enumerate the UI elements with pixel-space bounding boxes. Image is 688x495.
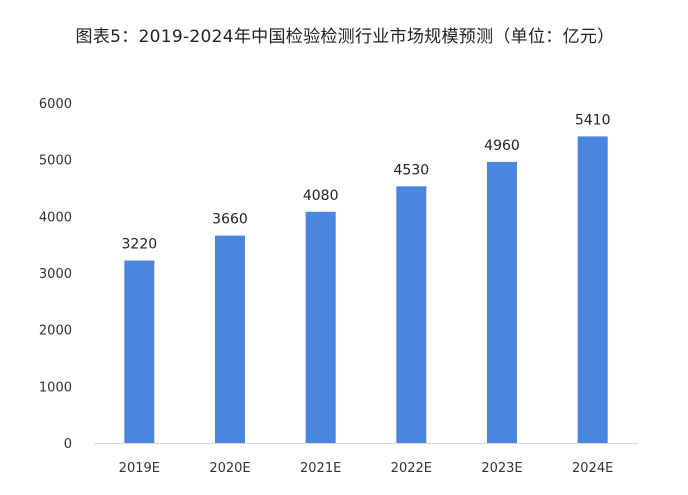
y-tick-label: 6000 [39,97,72,112]
bar-2021E [305,211,336,443]
y-tick-label: 4000 [39,210,72,225]
y-tick-label: 5000 [39,154,72,169]
data-label: 4530 [394,162,430,178]
data-label: 4960 [484,138,520,154]
bars [124,136,608,444]
x-tick-label: 2023E [481,461,522,476]
bar-2024E [577,136,608,443]
y-tick-label: 1000 [39,380,72,395]
chart-title: 图表5：2019-2024年中国检验检测行业市场规模预测（单位：亿元） [75,27,615,47]
x-tick-label: 2019E [119,461,160,476]
bar-2023E [487,161,517,443]
y-tick-label: 3000 [39,267,72,282]
y-axis: 0 1000 2000 3000 4000 5000 6000 [39,97,72,452]
x-axis: 2019E 2020E 2021E 2022E 2023E 2024E [94,443,638,476]
data-label: 3220 [122,237,158,253]
x-tick-label: 2022E [391,461,432,476]
data-label: 4080 [303,188,339,204]
data-label: 3660 [212,212,248,228]
bar-2019E [124,260,155,443]
x-tick-label: 2024E [572,461,613,476]
bar-2022E [396,186,427,444]
value-labels: 3220 3660 4080 4530 4960 5410 [122,112,611,252]
y-tick-label: 2000 [39,324,72,339]
bar-2020E [215,235,245,443]
y-tick-label: 0 [64,437,72,452]
x-tick-label: 2020E [209,461,250,476]
data-label: 5410 [575,112,611,128]
x-tick-label: 2021E [300,461,341,476]
